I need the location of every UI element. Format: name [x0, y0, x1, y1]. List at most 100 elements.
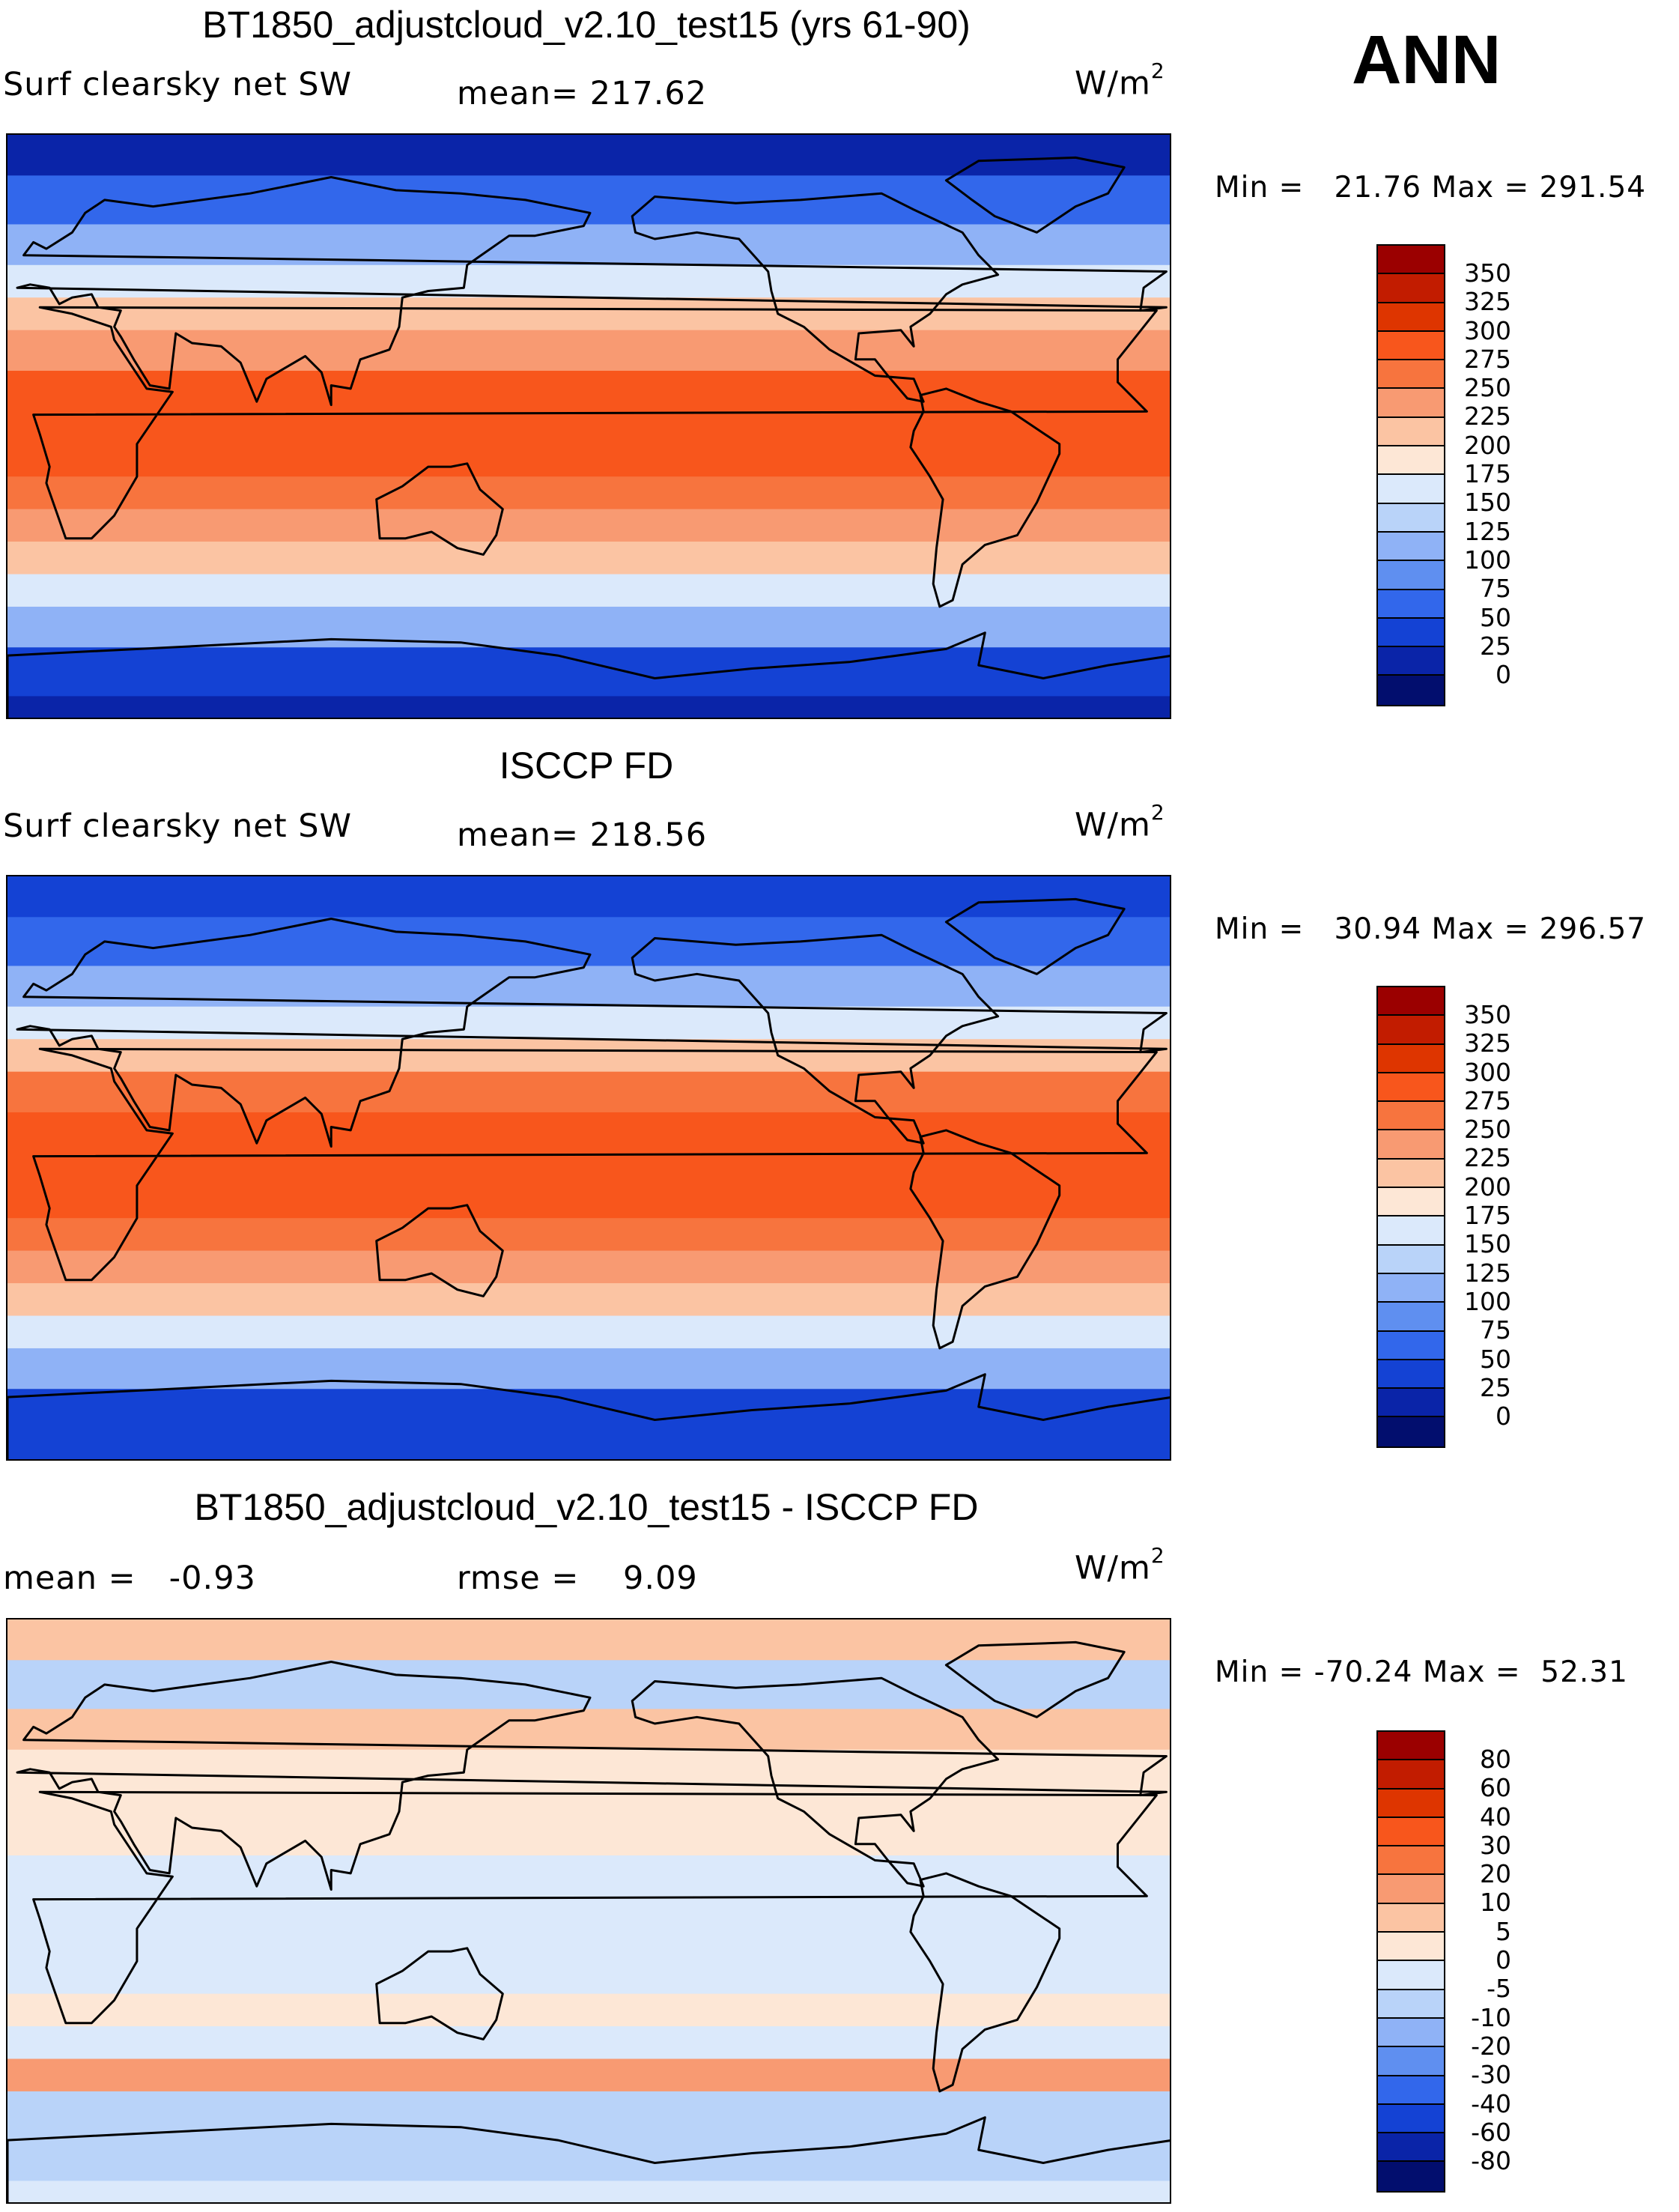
- coastline: [32, 1047, 1158, 1282]
- panel1-mean-label: mean= 217.62: [457, 75, 708, 112]
- coastline: [32, 1790, 1158, 2025]
- panel2-colorbar-ticks: 350 325 300 275 250 225 200 175 150 125 100 75 50 25 0: [1457, 1000, 1511, 1431]
- colorbar-tick-label: -30: [1471, 2060, 1511, 2090]
- latitude-band: [7, 1896, 1170, 1930]
- latitude-band: [7, 1389, 1170, 1438]
- colorbar-swatch: [1378, 503, 1444, 533]
- colorbar-swatch: [1378, 590, 1444, 619]
- panel2-colorbar: [1376, 986, 1445, 1448]
- colorbar-tick-label: 125: [1464, 516, 1511, 546]
- panel2-units-label: W/m2: [1075, 800, 1165, 844]
- colorbar-swatch: [1378, 676, 1444, 705]
- colorbar-swatch: [1378, 1130, 1444, 1160]
- colorbar-swatch: [1378, 2133, 1444, 2163]
- colorbar-swatch: [1378, 1903, 1444, 1933]
- colorbar-tick-label: 175: [1464, 459, 1511, 489]
- colorbar-swatch: [1378, 1245, 1444, 1274]
- colorbar-swatch: [1378, 1360, 1444, 1390]
- colorbar-swatch: [1378, 1016, 1444, 1045]
- colorbar-tick-label: 0: [1496, 1402, 1511, 1431]
- coastline: [16, 176, 1168, 407]
- panel3-title: BT1850_adjustcloud_v2.10_test15 - ISCCP …: [194, 1486, 979, 1528]
- colorbar-tick-label: 275: [1464, 1085, 1511, 1115]
- latitude-band: [7, 1153, 1170, 1187]
- colorbar-tick-label: -20: [1471, 2031, 1511, 2061]
- panel1-map-svg: [7, 135, 1170, 718]
- coastline: [16, 1661, 1168, 1891]
- colorbar-tick-label: -80: [1471, 2146, 1511, 2176]
- latitude-band: [7, 1709, 1170, 1751]
- latitude-band: [7, 224, 1170, 266]
- latitude-band: [7, 1814, 1170, 1856]
- colorbar-swatch: [1378, 2018, 1444, 2048]
- latitude-band: [7, 1348, 1170, 1390]
- latitude-band: [7, 542, 1170, 575]
- colorbar-tick-label: 325: [1464, 287, 1511, 317]
- colorbar-swatch: [1378, 2104, 1444, 2134]
- colorbar-tick-label: 350: [1464, 1000, 1511, 1029]
- panel2-variable-label: Surf clearsky net SW: [3, 807, 353, 845]
- panel2-map: [6, 875, 1171, 1461]
- latitude-band: [7, 876, 1170, 918]
- colorbar-tick-label: -5: [1487, 1974, 1511, 2004]
- latitude-band: [7, 370, 1170, 412]
- colorbar-swatch: [1378, 1389, 1444, 1418]
- panel3-colorbar: [1376, 1730, 1445, 2193]
- panel1-minmax: Min = 21.76 Max = 291.54: [1215, 171, 1647, 204]
- latitude-band: [7, 1039, 1170, 1073]
- colorbar-tick-label: 350: [1464, 258, 1511, 288]
- colorbar-tick-label: 250: [1464, 373, 1511, 403]
- latitude-band: [7, 1928, 1170, 1962]
- coastline: [7, 631, 1170, 718]
- colorbar-tick-label: 5: [1496, 1916, 1511, 1946]
- coastline: [944, 897, 1126, 975]
- colorbar-tick-label: -10: [1471, 2002, 1511, 2032]
- colorbar-tick-label: 100: [1464, 1286, 1511, 1316]
- season-label: ANN: [1352, 22, 1502, 98]
- coastline: [375, 1947, 504, 2040]
- colorbar-swatch: [1378, 647, 1444, 676]
- colorbar-swatch: [1378, 1846, 1444, 1876]
- panel3-minmax: Min = -70.24 Max = 52.31: [1215, 1655, 1628, 1689]
- panel2-minmax: Min = 30.94 Max = 296.57: [1215, 912, 1647, 946]
- panel2-title: ISCCP FD: [499, 745, 674, 787]
- colorbar-swatch: [1378, 2047, 1444, 2076]
- latitude-band: [7, 476, 1170, 510]
- latitude-band: [7, 1619, 1170, 1661]
- coastline: [7, 1373, 1170, 1459]
- colorbar-swatch: [1378, 1732, 1444, 1761]
- latitude-band: [7, 696, 1170, 718]
- colorbar-swatch: [1378, 389, 1444, 418]
- colorbar-tick-label: 175: [1464, 1201, 1511, 1231]
- latitude-band: [7, 509, 1170, 542]
- colorbar-tick-label: 150: [1464, 1229, 1511, 1259]
- colorbar-swatch: [1378, 1044, 1444, 1073]
- latitude-band: [7, 1283, 1170, 1316]
- latitude-band: [7, 606, 1170, 648]
- latitude-band: [7, 1185, 1170, 1219]
- latitude-band: [7, 1855, 1170, 1897]
- colorbar-swatch: [1378, 1188, 1444, 1217]
- panel1-map: [6, 133, 1171, 719]
- panel3-mean-label: mean = -0.93: [3, 1560, 256, 1597]
- colorbar-tick-label: 60: [1480, 1773, 1511, 1803]
- panel1-colorbar: [1376, 244, 1445, 706]
- latitude-band: [7, 574, 1170, 607]
- colorbar-swatch: [1378, 532, 1444, 562]
- coastline: [7, 2116, 1170, 2202]
- latitude-band: [7, 1315, 1170, 1349]
- colorbar-swatch: [1378, 1159, 1444, 1189]
- colorbar-tick-label: 20: [1480, 1859, 1511, 1889]
- coastline: [375, 462, 504, 556]
- latitude-band: [7, 411, 1170, 445]
- colorbar-tick-label: 300: [1464, 315, 1511, 345]
- latitude-band: [7, 2181, 1170, 2202]
- colorbar-tick-label: 25: [1480, 631, 1511, 661]
- colorbar-tick-label: 200: [1464, 1172, 1511, 1202]
- latitude-band: [7, 1218, 1170, 1252]
- colorbar-swatch: [1378, 561, 1444, 590]
- coastline: [944, 1640, 1126, 1718]
- latitude-band: [7, 2026, 1170, 2059]
- colorbar-swatch: [1378, 1102, 1444, 1131]
- colorbar-tick-label: 75: [1480, 574, 1511, 604]
